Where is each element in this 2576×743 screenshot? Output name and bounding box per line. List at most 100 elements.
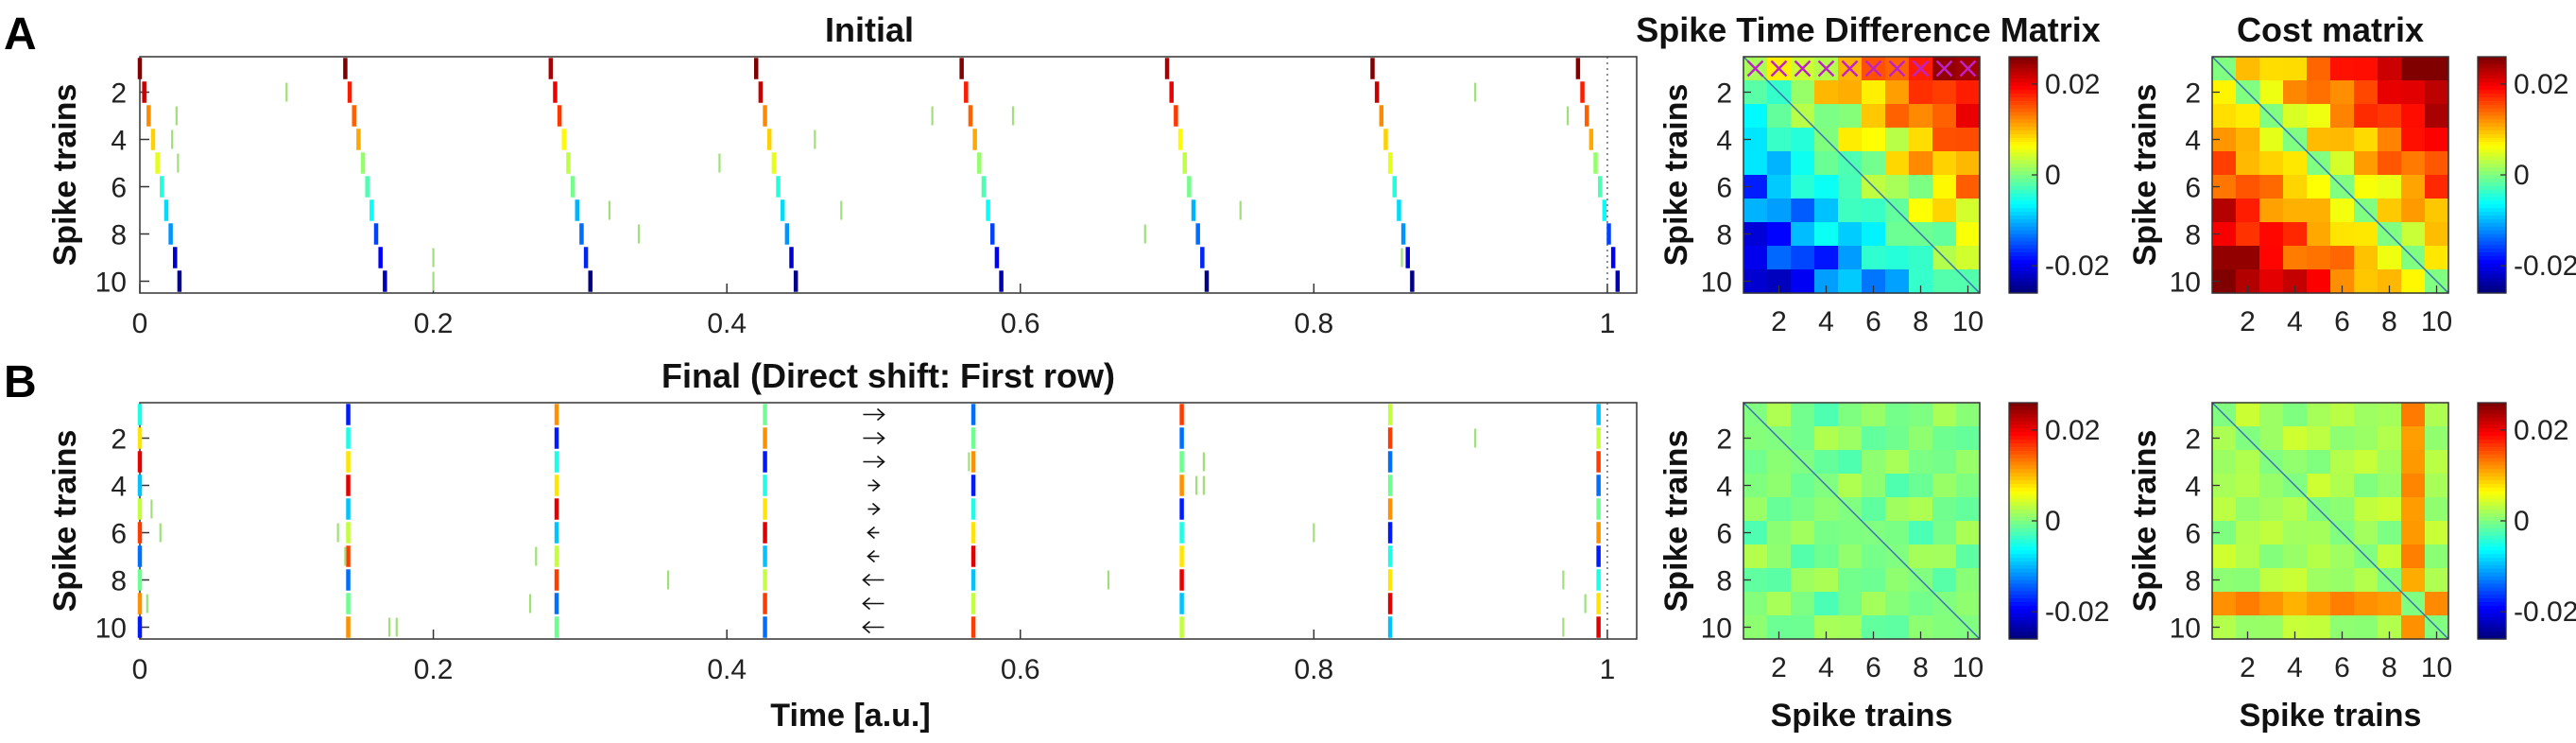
std-matrix-initial-xtick-label: 10 bbox=[1952, 306, 1984, 337]
std-matrix-initial-marker bbox=[1888, 60, 1906, 78]
raster-initial-xtick-label: 0.6 bbox=[1001, 308, 1040, 339]
cost-matrix-initial-xtick-label: 6 bbox=[2334, 306, 2350, 337]
cost-matrix-initial-colorbar-segment bbox=[2478, 212, 2506, 216]
cost-matrix-initial-cell bbox=[2259, 222, 2284, 247]
cost-matrix-final-cell bbox=[2259, 615, 2284, 640]
std-matrix-final-cell bbox=[1791, 426, 1815, 451]
cost-matrix-initial-ytick-label: 8 bbox=[2185, 220, 2201, 251]
std-matrix-final-cell bbox=[1814, 592, 1839, 616]
cost-matrix-initial-cell bbox=[2401, 269, 2426, 294]
cost-matrix-initial-colorbar-segment bbox=[2478, 233, 2506, 239]
raster-initial-ytick-label: 10 bbox=[95, 268, 127, 299]
std-matrix-initial-colorbar-segment bbox=[2009, 197, 2037, 201]
std-matrix-final-colorbar-segment bbox=[2009, 494, 2037, 500]
cost-matrix-final-ytick-label: 10 bbox=[2170, 613, 2201, 645]
std-matrix-initial-cell bbox=[1862, 246, 1886, 270]
cost-matrix-final-colorbar-segment bbox=[2478, 521, 2506, 526]
std-matrix-initial-xtick-label: 2 bbox=[1771, 306, 1787, 337]
cost-matrix-initial-colorbar-segment bbox=[2478, 171, 2506, 176]
std-matrix-final-colorbar-segment bbox=[2009, 635, 2037, 640]
cost-matrix-final-ytick-label: 4 bbox=[2185, 472, 2201, 503]
std-matrix-initial-colorbar-segment bbox=[2009, 255, 2037, 261]
std-matrix-final-cell bbox=[1909, 592, 1933, 616]
cost-matrix-final-colorbar-segment bbox=[2478, 421, 2506, 426]
cost-matrix-final-colorbar-segment bbox=[2478, 458, 2506, 463]
cost-matrix-final-cell bbox=[2307, 474, 2331, 498]
std-matrix-initial-cell bbox=[1909, 246, 1933, 270]
cost-matrix-final-cell bbox=[2425, 450, 2449, 475]
cost-matrix-initial-cell bbox=[2330, 246, 2355, 270]
cost-matrix-initial-cell bbox=[2354, 128, 2379, 152]
cost-matrix-initial-cell bbox=[2354, 151, 2379, 176]
cost-matrix-final-colorbar-segment bbox=[2478, 601, 2506, 607]
std-matrix-initial-xtick-label: 6 bbox=[1865, 306, 1881, 337]
std-matrix-initial-cell bbox=[1909, 128, 1933, 152]
std-matrix-initial-title: Spike Time Difference Matrix bbox=[1636, 10, 2101, 49]
std-matrix-final-colorbar-segment bbox=[2009, 428, 2037, 433]
raster-final-ytick-label: 4 bbox=[111, 472, 127, 503]
std-matrix-final-colorbar-segment bbox=[2009, 609, 2037, 614]
cost-matrix-final-cell bbox=[2354, 521, 2379, 545]
cost-matrix-final-cell bbox=[2378, 426, 2402, 451]
cost-matrix-final-cell bbox=[2354, 497, 2379, 522]
std-matrix-final-colorbar-tick-label: 0.02 bbox=[2045, 415, 2100, 446]
raster-final-xtick-label: 0.4 bbox=[707, 654, 747, 685]
cost-matrix-initial-cell bbox=[2401, 222, 2426, 247]
std-matrix-initial-marker bbox=[1912, 60, 1930, 78]
cost-matrix-final-colorbar-segment bbox=[2478, 469, 2506, 474]
std-matrix-final-colorbar-segment bbox=[2009, 450, 2037, 456]
raster-final-shift-arrow-head bbox=[871, 502, 881, 516]
raster-initial-ytick-label: 4 bbox=[111, 126, 127, 157]
cost-matrix-initial-cell bbox=[2236, 246, 2260, 270]
cost-matrix-initial-ylabel: Spike trains bbox=[2127, 84, 2163, 267]
std-matrix-final-cell bbox=[1838, 474, 1863, 498]
cost-matrix-final-colorbar-segment bbox=[2478, 417, 2506, 423]
std-matrix-final-cell bbox=[1956, 497, 1981, 522]
std-matrix-initial-colorbar-segment bbox=[2009, 230, 2037, 235]
raster-final-shift-arrow-head bbox=[871, 478, 881, 492]
std-matrix-initial-ytick-label: 2 bbox=[1716, 78, 1732, 110]
cost-matrix-final-cell bbox=[2401, 497, 2426, 522]
cost-matrix-final-cell bbox=[2236, 521, 2260, 545]
std-matrix-final-cell bbox=[1885, 615, 1910, 640]
std-matrix-initial-ylabel: Spike trains bbox=[1658, 84, 1694, 267]
std-matrix-initial-colorbar-segment bbox=[2009, 145, 2037, 150]
cost-matrix-initial-cell bbox=[2259, 128, 2284, 152]
cost-matrix-final-cell bbox=[2401, 474, 2426, 498]
std-matrix-final-cell bbox=[1814, 497, 1839, 522]
std-matrix-initial-cell bbox=[1885, 175, 1910, 199]
std-matrix-initial-colorbar-segment bbox=[2009, 237, 2037, 242]
cost-matrix-final-cell bbox=[2307, 450, 2331, 475]
cost-matrix-final-cell bbox=[2425, 592, 2449, 616]
std-matrix-initial-colorbar-segment bbox=[2009, 82, 2037, 87]
std-matrix-initial-xtick-label: 8 bbox=[1913, 306, 1929, 337]
cost-matrix-final-colorbar-segment bbox=[2478, 487, 2506, 492]
std-matrix-final-cell bbox=[1814, 521, 1839, 545]
std-matrix-final-colorbar-segment bbox=[2009, 440, 2037, 444]
std-matrix-final-colorbar-segment bbox=[2009, 539, 2037, 544]
std-matrix-final-cell bbox=[1838, 450, 1863, 475]
cost-matrix-final-cell bbox=[2378, 521, 2402, 545]
cost-matrix-final-cell bbox=[2330, 592, 2355, 616]
std-matrix-final-colorbar-segment bbox=[2009, 591, 2037, 596]
std-matrix-initial-cell bbox=[1814, 151, 1839, 176]
std-matrix-initial-cell bbox=[1932, 269, 1957, 294]
std-matrix-initial-cell bbox=[1814, 175, 1839, 199]
cost-matrix-final-cell bbox=[2401, 450, 2426, 475]
cost-matrix-initial-cell bbox=[2425, 151, 2449, 176]
std-matrix-initial-colorbar-segment bbox=[2009, 181, 2037, 187]
std-matrix-final-cell bbox=[1791, 544, 1815, 569]
cost-matrix-final-cell bbox=[2307, 403, 2331, 427]
cost-matrix-final-cell bbox=[2425, 521, 2449, 545]
std-matrix-initial-colorbar-segment bbox=[2009, 222, 2037, 228]
cost-matrix-initial-cell bbox=[2307, 57, 2331, 81]
cost-matrix-final-cell bbox=[2212, 592, 2237, 616]
std-matrix-initial-cell bbox=[1838, 269, 1863, 294]
cost-matrix-final-cell bbox=[2425, 403, 2449, 427]
std-matrix-final-colorbar-segment bbox=[2009, 628, 2037, 632]
std-matrix-final-colorbar-segment bbox=[2009, 631, 2037, 636]
std-matrix-initial-cell bbox=[1791, 199, 1815, 223]
std-matrix-initial-cell bbox=[1767, 104, 1792, 129]
